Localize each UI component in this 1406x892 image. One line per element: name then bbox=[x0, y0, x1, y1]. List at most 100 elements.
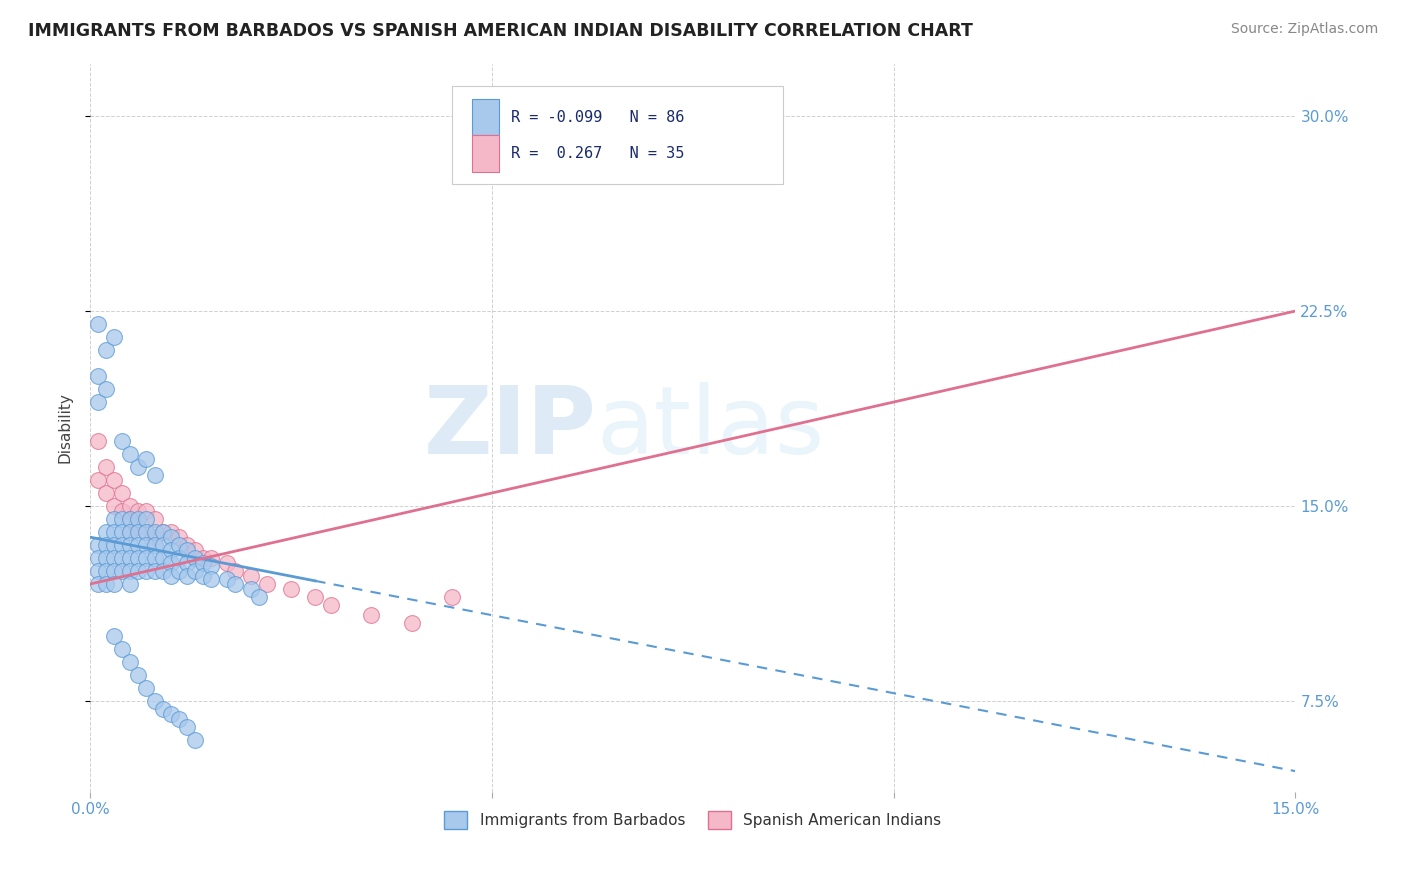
Point bbox=[280, 582, 302, 597]
Point bbox=[135, 681, 157, 695]
Point bbox=[127, 460, 149, 475]
Point bbox=[111, 524, 134, 539]
Point bbox=[152, 551, 174, 566]
Point bbox=[183, 551, 205, 566]
Point bbox=[111, 512, 134, 526]
Point bbox=[224, 564, 246, 578]
Point bbox=[120, 499, 142, 513]
Point bbox=[120, 512, 142, 526]
Point bbox=[96, 538, 118, 552]
Point bbox=[143, 467, 166, 482]
Point bbox=[111, 434, 134, 448]
Text: ZIP: ZIP bbox=[423, 382, 596, 474]
Point bbox=[127, 520, 149, 534]
Point bbox=[127, 504, 149, 518]
Point bbox=[440, 590, 463, 604]
Point bbox=[256, 577, 278, 591]
Point bbox=[120, 577, 142, 591]
Point bbox=[127, 668, 149, 682]
Point bbox=[127, 551, 149, 566]
Point bbox=[103, 330, 125, 344]
Point bbox=[87, 369, 110, 384]
Point bbox=[96, 524, 118, 539]
Point bbox=[159, 556, 181, 570]
Point bbox=[96, 486, 118, 500]
Point bbox=[87, 395, 110, 409]
Point bbox=[215, 556, 238, 570]
FancyBboxPatch shape bbox=[451, 86, 783, 184]
Point bbox=[401, 615, 423, 630]
Point bbox=[103, 512, 125, 526]
Point bbox=[135, 551, 157, 566]
Point bbox=[87, 434, 110, 448]
Point bbox=[87, 577, 110, 591]
Point bbox=[135, 538, 157, 552]
Point bbox=[159, 706, 181, 721]
Bar bbox=[472, 136, 499, 172]
Point bbox=[127, 538, 149, 552]
Point bbox=[127, 512, 149, 526]
Point bbox=[191, 556, 214, 570]
Point bbox=[111, 486, 134, 500]
Point bbox=[103, 629, 125, 643]
Text: R = -0.099   N = 86: R = -0.099 N = 86 bbox=[510, 110, 685, 125]
Point bbox=[167, 538, 190, 552]
Point bbox=[183, 543, 205, 558]
Point bbox=[120, 524, 142, 539]
Point bbox=[183, 564, 205, 578]
Point bbox=[96, 577, 118, 591]
Point bbox=[143, 530, 166, 544]
Point bbox=[135, 504, 157, 518]
Point bbox=[176, 543, 198, 558]
Point bbox=[143, 564, 166, 578]
Point bbox=[111, 538, 134, 552]
Point bbox=[152, 702, 174, 716]
Point bbox=[224, 577, 246, 591]
Point bbox=[159, 524, 181, 539]
Point bbox=[120, 512, 142, 526]
Point bbox=[143, 538, 166, 552]
Bar bbox=[472, 99, 499, 136]
Point bbox=[239, 582, 262, 597]
Point bbox=[111, 642, 134, 657]
Point bbox=[360, 608, 382, 623]
Point bbox=[87, 317, 110, 331]
Point bbox=[191, 551, 214, 566]
Point bbox=[159, 569, 181, 583]
Point bbox=[127, 564, 149, 578]
Point bbox=[103, 564, 125, 578]
Point bbox=[120, 551, 142, 566]
Text: R =  0.267   N = 35: R = 0.267 N = 35 bbox=[510, 146, 685, 161]
Point bbox=[103, 473, 125, 487]
Point bbox=[304, 590, 326, 604]
Point bbox=[152, 524, 174, 539]
Legend: Immigrants from Barbados, Spanish American Indians: Immigrants from Barbados, Spanish Americ… bbox=[439, 805, 948, 835]
Point bbox=[135, 564, 157, 578]
Point bbox=[152, 564, 174, 578]
Point bbox=[135, 512, 157, 526]
Text: IMMIGRANTS FROM BARBADOS VS SPANISH AMERICAN INDIAN DISABILITY CORRELATION CHART: IMMIGRANTS FROM BARBADOS VS SPANISH AMER… bbox=[28, 22, 973, 40]
Point bbox=[120, 655, 142, 669]
Y-axis label: Disability: Disability bbox=[58, 392, 72, 464]
Point bbox=[87, 551, 110, 566]
Point bbox=[96, 460, 118, 475]
Point bbox=[200, 558, 222, 573]
Text: Source: ZipAtlas.com: Source: ZipAtlas.com bbox=[1230, 22, 1378, 37]
Point bbox=[176, 569, 198, 583]
Point bbox=[159, 543, 181, 558]
Point bbox=[96, 343, 118, 357]
Point bbox=[111, 504, 134, 518]
Point bbox=[152, 524, 174, 539]
Point bbox=[87, 564, 110, 578]
Point bbox=[200, 551, 222, 566]
Point bbox=[120, 524, 142, 539]
Point bbox=[215, 572, 238, 586]
Point bbox=[143, 524, 166, 539]
Point bbox=[191, 569, 214, 583]
Point bbox=[167, 551, 190, 566]
Point bbox=[176, 720, 198, 734]
Point bbox=[143, 694, 166, 708]
Point bbox=[120, 538, 142, 552]
Point bbox=[120, 564, 142, 578]
Point bbox=[167, 530, 190, 544]
